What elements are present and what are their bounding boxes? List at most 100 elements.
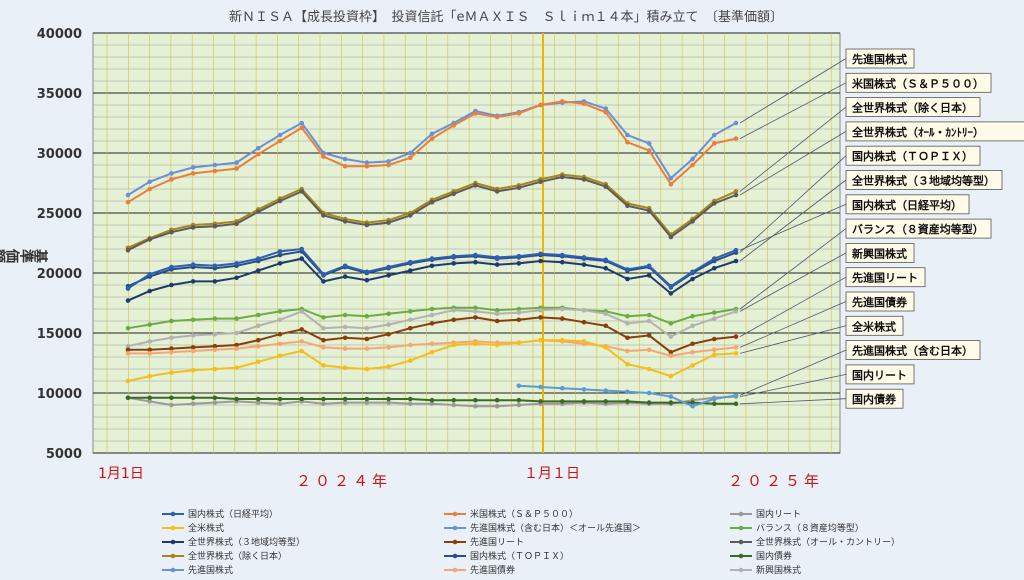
data-point <box>364 336 370 342</box>
callout-label: 先進国株式 <box>852 52 907 66</box>
data-point <box>733 247 739 253</box>
callout-label: 全世界株式（ｵｰﾙ・ｶﾝﾄﾘｰ） <box>851 125 984 139</box>
callout-arrow <box>739 179 847 262</box>
data-point <box>516 185 522 191</box>
legend-label: 全世界株式（オール・カントリー） <box>756 536 900 548</box>
data-point <box>364 222 370 228</box>
series-layer <box>125 99 739 409</box>
data-point <box>386 364 391 369</box>
data-point <box>690 323 695 329</box>
data-point <box>321 154 326 159</box>
data-point <box>125 199 131 205</box>
data-point <box>299 246 305 252</box>
data-point <box>559 385 565 391</box>
data-point <box>516 317 522 323</box>
data-point <box>407 358 413 363</box>
data-point <box>407 213 413 218</box>
data-point <box>255 323 261 329</box>
data-point <box>473 341 478 347</box>
data-point <box>169 264 174 270</box>
legend-label: 国内株式（日経平均） <box>188 508 278 520</box>
data-point <box>603 388 609 393</box>
callout-label: 全米株式 <box>851 319 896 333</box>
data-point <box>125 286 131 291</box>
data-point <box>451 261 457 266</box>
data-point <box>342 312 348 318</box>
legend-item: バランス（８資産均等型） <box>730 522 864 534</box>
legend-marker <box>738 525 744 531</box>
data-point <box>538 258 543 264</box>
data-point <box>625 399 630 404</box>
data-point <box>407 317 413 323</box>
data-point <box>342 219 348 224</box>
callout: 新興国株式 <box>739 242 915 312</box>
legend-item: 国内リート <box>730 508 801 520</box>
data-point <box>277 198 283 204</box>
data-point <box>559 399 565 404</box>
legend-item: 米国株式（Ｓ＆Ｐ５００） <box>444 508 578 520</box>
legend-item: 新興国株式 <box>730 564 801 576</box>
data-point <box>711 132 717 138</box>
callout: 先進国株式 <box>739 48 915 124</box>
data-point <box>125 192 131 198</box>
data-point <box>169 318 174 324</box>
legend-marker <box>452 567 458 573</box>
legend-marker <box>738 567 744 573</box>
data-point <box>646 390 652 396</box>
callout-box <box>845 48 915 69</box>
data-point <box>321 315 326 320</box>
data-point <box>473 111 478 116</box>
data-point <box>473 252 478 258</box>
legend-item: 国内債券 <box>730 550 792 562</box>
data-point <box>212 395 218 401</box>
data-point <box>603 323 609 329</box>
callout-label: 米国株式（Ｓ＆Ｐ５００） <box>851 76 984 90</box>
data-point <box>646 141 652 146</box>
data-point <box>603 109 609 115</box>
data-point <box>234 160 239 165</box>
data-point <box>212 400 218 405</box>
callout-box <box>845 315 904 336</box>
data-point <box>321 401 326 407</box>
legend-marker <box>170 539 176 545</box>
callout-label: 国内株式（ＴＯＰＩＸ） <box>852 149 973 163</box>
data-point <box>711 347 717 353</box>
data-point <box>364 400 370 405</box>
data-point <box>690 219 695 224</box>
data-point <box>711 265 717 271</box>
data-point <box>190 171 196 176</box>
data-point <box>690 341 695 347</box>
series-8 <box>125 306 739 349</box>
data-point <box>255 209 261 215</box>
callout: 全世界株式（除く日本） <box>739 97 981 192</box>
legend-label: 新興国株式 <box>756 564 801 576</box>
callout: 国内株式（日経平均） <box>739 194 970 251</box>
callout-box <box>845 364 915 385</box>
data-point <box>277 252 283 258</box>
data-point <box>407 342 413 348</box>
legend-item: 国内株式（日経平均） <box>162 508 278 520</box>
data-point <box>342 335 348 341</box>
data-point <box>690 276 695 282</box>
data-point <box>190 279 196 284</box>
data-point <box>646 318 652 324</box>
data-point <box>147 351 153 356</box>
data-point <box>603 184 609 189</box>
x-year-2024: ２０２４年 <box>296 472 391 490</box>
data-point <box>342 400 348 405</box>
data-point <box>234 330 239 336</box>
data-point <box>429 397 435 403</box>
data-point <box>386 400 391 405</box>
data-point <box>234 365 239 371</box>
series-11 <box>125 337 739 384</box>
data-point <box>212 223 218 229</box>
data-point <box>733 258 739 264</box>
data-point <box>668 234 674 240</box>
data-point <box>277 353 283 359</box>
callout: 先進国株式（含む日本） <box>739 340 981 396</box>
data-point <box>147 186 153 192</box>
data-point <box>342 365 348 371</box>
callout: 全米株式 <box>739 315 904 354</box>
callout-label: バランス（８資産均等型） <box>852 222 984 236</box>
